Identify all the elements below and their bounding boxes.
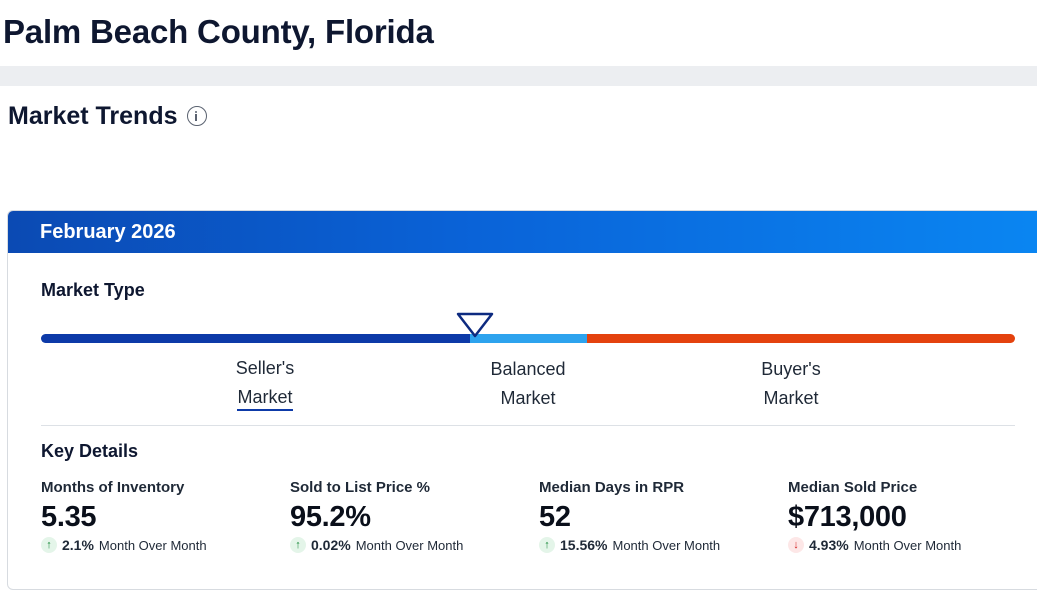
card-header: February 2026 xyxy=(8,211,1037,253)
market-card: February 2026 Market Type Seller's Marke… xyxy=(7,210,1037,590)
stat-label: Median Days in RPR xyxy=(539,479,685,496)
arrow-down-icon: ↓ xyxy=(788,537,804,553)
change-percent: 4.93% xyxy=(809,537,849,553)
section-title: Market Trends xyxy=(8,101,178,130)
change-percent: 15.56% xyxy=(560,537,608,553)
stat-label: Sold to List Price % xyxy=(290,479,431,496)
market-type-meter xyxy=(41,334,1015,343)
stat-months-of-inventory: Months of Inventory 5.35 ↑ 2.1% Month Ov… xyxy=(41,479,281,553)
market-type-label: Market Type xyxy=(41,280,145,300)
stat-value: 5.35 xyxy=(41,501,97,533)
card-period: February 2026 xyxy=(40,220,176,243)
info-icon[interactable] xyxy=(186,106,207,126)
stat-change: ↑ 15.56% Month Over Month xyxy=(539,537,779,553)
page-title: Palm Beach County, Florida xyxy=(3,13,434,50)
stat-value: 52 xyxy=(539,501,571,533)
stat-sold-to-list: Sold to List Price % 95.2% ↑ 0.02% Month… xyxy=(290,479,530,553)
stat-label: Months of Inventory xyxy=(41,479,185,496)
buyer-line1: Buyer's xyxy=(761,359,821,379)
buyer-line2: Market xyxy=(763,388,819,408)
balanced-line1: Balanced xyxy=(490,359,566,379)
arrow-up-icon: ↑ xyxy=(290,537,306,553)
divider-band xyxy=(0,66,1037,86)
stat-median-sold-price: Median Sold Price $713,000 ↓ 4.93% Month… xyxy=(788,479,1028,553)
stat-value: 95.2% xyxy=(290,501,371,533)
market-type-buyer[interactable]: Buyer's Market xyxy=(755,355,827,413)
arrow-up-icon: ↑ xyxy=(41,537,57,553)
stat-value: $713,000 xyxy=(788,501,907,533)
market-type-balanced[interactable]: Balanced Market xyxy=(482,355,574,413)
change-period: Month Over Month xyxy=(853,537,962,553)
stat-change: ↓ 4.93% Month Over Month xyxy=(788,537,1028,553)
seller-line1: Seller's xyxy=(235,358,295,378)
key-details-label: Key Details xyxy=(41,441,139,461)
meter-marker-icon xyxy=(456,312,494,338)
change-period: Month Over Month xyxy=(355,537,464,553)
change-percent: 2.1% xyxy=(62,537,94,553)
change-period: Month Over Month xyxy=(612,537,721,553)
arrow-up-icon: ↑ xyxy=(539,537,555,553)
section-separator xyxy=(41,425,1015,426)
meter-buyer-segment xyxy=(587,334,1015,343)
change-period: Month Over Month xyxy=(98,537,207,553)
market-type-seller[interactable]: Seller's Market xyxy=(227,354,303,412)
stat-change: ↑ 0.02% Month Over Month xyxy=(290,537,530,553)
change-percent: 0.02% xyxy=(311,537,351,553)
market-trends-heading: Market Trends xyxy=(8,100,207,132)
page-header: Palm Beach County, Florida xyxy=(0,0,1037,66)
meter-balanced-segment xyxy=(470,334,587,343)
stat-median-days: Median Days in RPR 52 ↑ 15.56% Month Ove… xyxy=(539,479,779,553)
seller-line2: Market xyxy=(237,385,293,411)
stat-change: ↑ 2.1% Month Over Month xyxy=(41,537,281,553)
balanced-line2: Market xyxy=(500,388,556,408)
stat-label: Median Sold Price xyxy=(788,479,918,496)
meter-seller-segment xyxy=(41,334,470,343)
